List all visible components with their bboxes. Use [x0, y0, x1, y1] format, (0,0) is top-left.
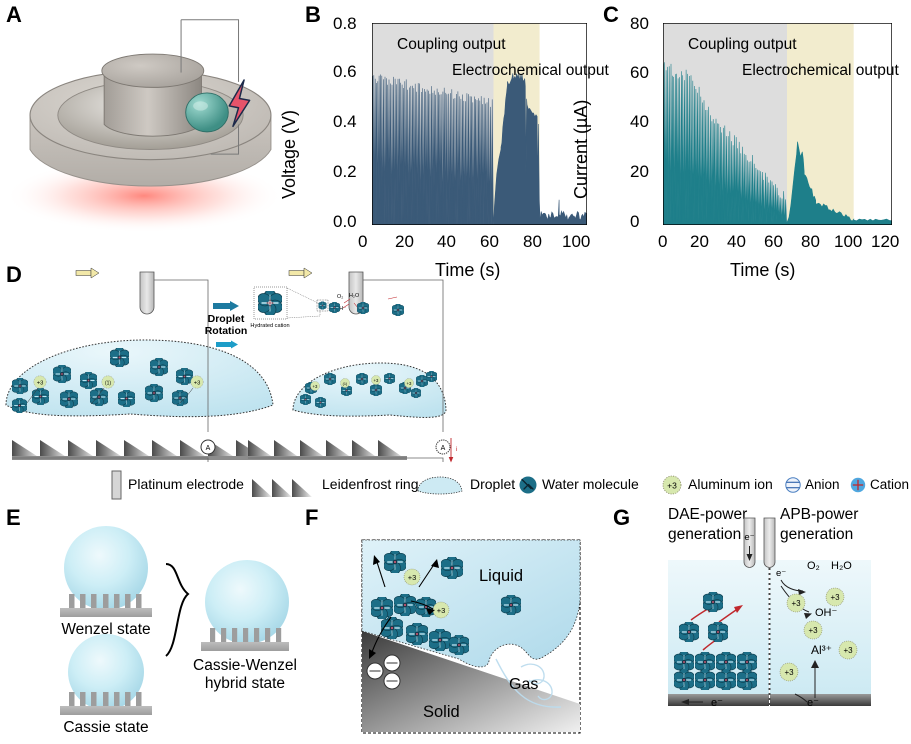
svg-text:(1): (1) [343, 382, 348, 386]
svg-text:Cassie state: Cassie state [63, 719, 148, 736]
svg-text:DAE-power: DAE-power [668, 506, 747, 523]
svg-text:i: i [456, 446, 457, 453]
svg-text:+3: +3 [313, 384, 319, 389]
svg-text:+3: +3 [667, 481, 677, 491]
svg-text:Anion: Anion [805, 477, 840, 492]
svg-text:Water molecule: Water molecule [542, 476, 639, 492]
svg-text:Al³⁺: Al³⁺ [811, 643, 832, 657]
svg-text:+3: +3 [784, 668, 794, 677]
svg-text:hybrid state: hybrid state [205, 675, 285, 692]
svg-text:Cation: Cation [870, 477, 909, 492]
svg-text:Gas: Gas [509, 676, 538, 693]
svg-text:Droplet: Droplet [470, 476, 515, 492]
svg-text:A: A [441, 445, 446, 452]
svg-text:e⁻: e⁻ [807, 697, 819, 709]
svg-text:Rotation: Rotation [205, 325, 248, 337]
svg-text:H₂O: H₂O [831, 560, 852, 572]
svg-text:(1): (1) [105, 381, 111, 387]
svg-text:+3: +3 [408, 573, 417, 582]
svg-text:+3: +3 [791, 599, 801, 608]
svg-text:+3: +3 [407, 381, 413, 386]
svg-text:+3: +3 [194, 381, 201, 387]
svg-text:e⁻: e⁻ [776, 568, 786, 579]
svg-text:generation: generation [780, 526, 853, 543]
svg-text:O₂: O₂ [807, 560, 820, 572]
svg-text:e⁻: e⁻ [711, 697, 723, 709]
svg-text:+3: +3 [843, 646, 853, 655]
svg-text:H₂O: H₂O [349, 293, 359, 299]
svg-text:Hydrated cation: Hydrated cation [250, 323, 289, 329]
svg-text:APB-power: APB-power [780, 506, 858, 523]
svg-text:Leidenfrost ring: Leidenfrost ring [322, 476, 419, 492]
svg-text:+3: +3 [37, 381, 44, 387]
svg-text:Solid: Solid [423, 703, 460, 721]
svg-text:generation: generation [668, 526, 741, 543]
svg-text:Liquid: Liquid [479, 567, 523, 585]
svg-text:OH⁻: OH⁻ [815, 607, 838, 619]
svg-text:+3: +3 [808, 626, 818, 635]
svg-text:Cassie-Wenzel: Cassie-Wenzel [193, 657, 297, 674]
svg-text:+3: +3 [374, 378, 380, 383]
svg-text:Aluminum ion: Aluminum ion [688, 476, 773, 492]
svg-text:Droplet: Droplet [208, 313, 245, 325]
svg-text:+3: +3 [437, 606, 446, 615]
svg-text:e⁻: e⁻ [744, 532, 754, 543]
svg-text:O₂: O₂ [337, 294, 343, 300]
svg-text:A: A [206, 445, 211, 452]
svg-text:+3: +3 [830, 593, 840, 602]
svg-text:Platinum electrode: Platinum electrode [128, 476, 244, 492]
